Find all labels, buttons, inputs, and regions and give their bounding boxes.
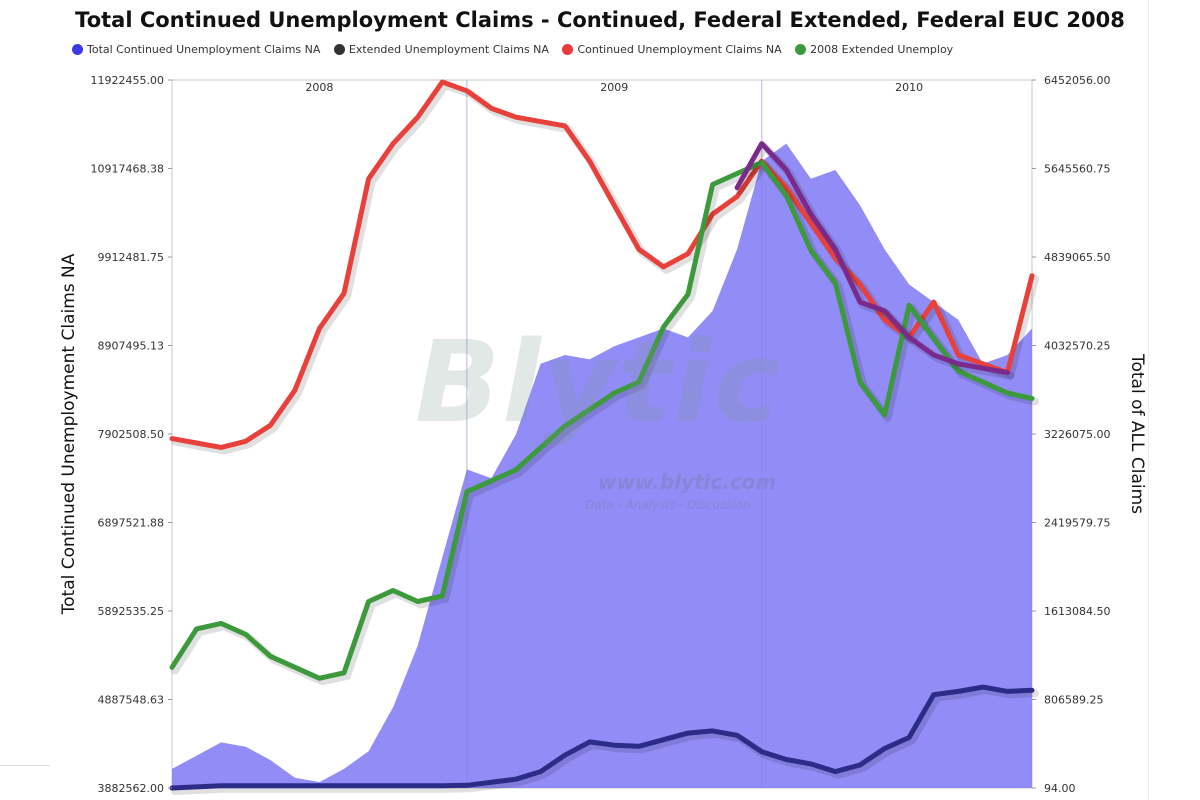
- y-axis-title: Total Continued Unemployment Claims NA: [59, 253, 79, 615]
- legend-swatch-total: [72, 43, 83, 55]
- y2-tick-label-2: 1613084.50: [1044, 605, 1110, 618]
- legend-item-extended[interactable]: Extended Unemployment Claims NA: [333, 42, 549, 56]
- y-tick-label-1: 4887548.63: [98, 694, 164, 707]
- legend-swatch-2008-extended: [795, 43, 807, 55]
- x-period-label-0: 2008: [305, 81, 333, 94]
- y2-tick-label-6: 4839065.50: [1044, 251, 1110, 264]
- x-period-label-2: 2010: [895, 81, 923, 94]
- legend-swatch-continued: [562, 43, 574, 55]
- legend-item-2008-extended[interactable]: 2008 Extended Unemploy: [795, 43, 953, 56]
- y-tick-label-6: 9912481.75: [98, 251, 164, 264]
- legend-item-total[interactable]: Total Continued Unemployment Claims NA: [72, 43, 320, 56]
- chart-legend: Total Continued Unemployment Claims NA E…: [72, 42, 1044, 62]
- y2-tick-label-5: 4032570.25: [1044, 340, 1110, 353]
- y2-axis-title: Total of ALL Claims: [1127, 353, 1147, 514]
- series-line-2: [169, 79, 1035, 450]
- legend-label-total: Total Continued Unemployment Claims NA: [87, 42, 321, 56]
- legend-label-continued: Continued Unemployment Claims NA: [577, 42, 782, 56]
- y-tick-label-8: 11922455.00: [91, 74, 164, 87]
- y-tick-label-2: 5892535.25: [98, 605, 164, 618]
- y2-tick-label-3: 2419579.75: [1044, 517, 1110, 530]
- legend-label-extended: Extended Unemployment Claims NA: [348, 42, 549, 56]
- y2-tick-label-7: 5645560.75: [1044, 163, 1110, 176]
- series-line-3: [169, 160, 1035, 681]
- series-line-1: [169, 684, 1035, 791]
- y-tick-label-4: 7902508.50: [98, 428, 164, 441]
- page-edge: [1148, 0, 1149, 800]
- x-period-label-1: 2009: [600, 81, 628, 94]
- y2-tick-label-0: 94.00: [1044, 782, 1076, 795]
- series-shadow-1: [171, 686, 1039, 795]
- series-line-4: [734, 141, 1010, 376]
- y2-tick-label-1: 806589.25: [1044, 694, 1104, 707]
- y2-tick-label-8: 6452056.00: [1044, 74, 1110, 87]
- chart-title: Total Continued Unemployment Claims - Co…: [75, 8, 1125, 32]
- legend-swatch-extended: [333, 43, 345, 55]
- y-tick-label-3: 6897521.88: [98, 517, 164, 530]
- page-divider: [0, 765, 50, 766]
- y-tick-label-7: 10917468.38: [91, 163, 164, 176]
- y2-tick-label-4: 3226075.00: [1044, 428, 1110, 441]
- legend-label-2008-extended: 2008 Extended Unemploy: [810, 42, 954, 56]
- y-tick-label-0: 3882562.00: [98, 782, 164, 795]
- y-tick-label-5: 8907495.13: [98, 340, 164, 353]
- legend-item-continued[interactable]: Continued Unemployment Claims NA: [562, 42, 782, 56]
- series-area-0: [172, 143, 1032, 789]
